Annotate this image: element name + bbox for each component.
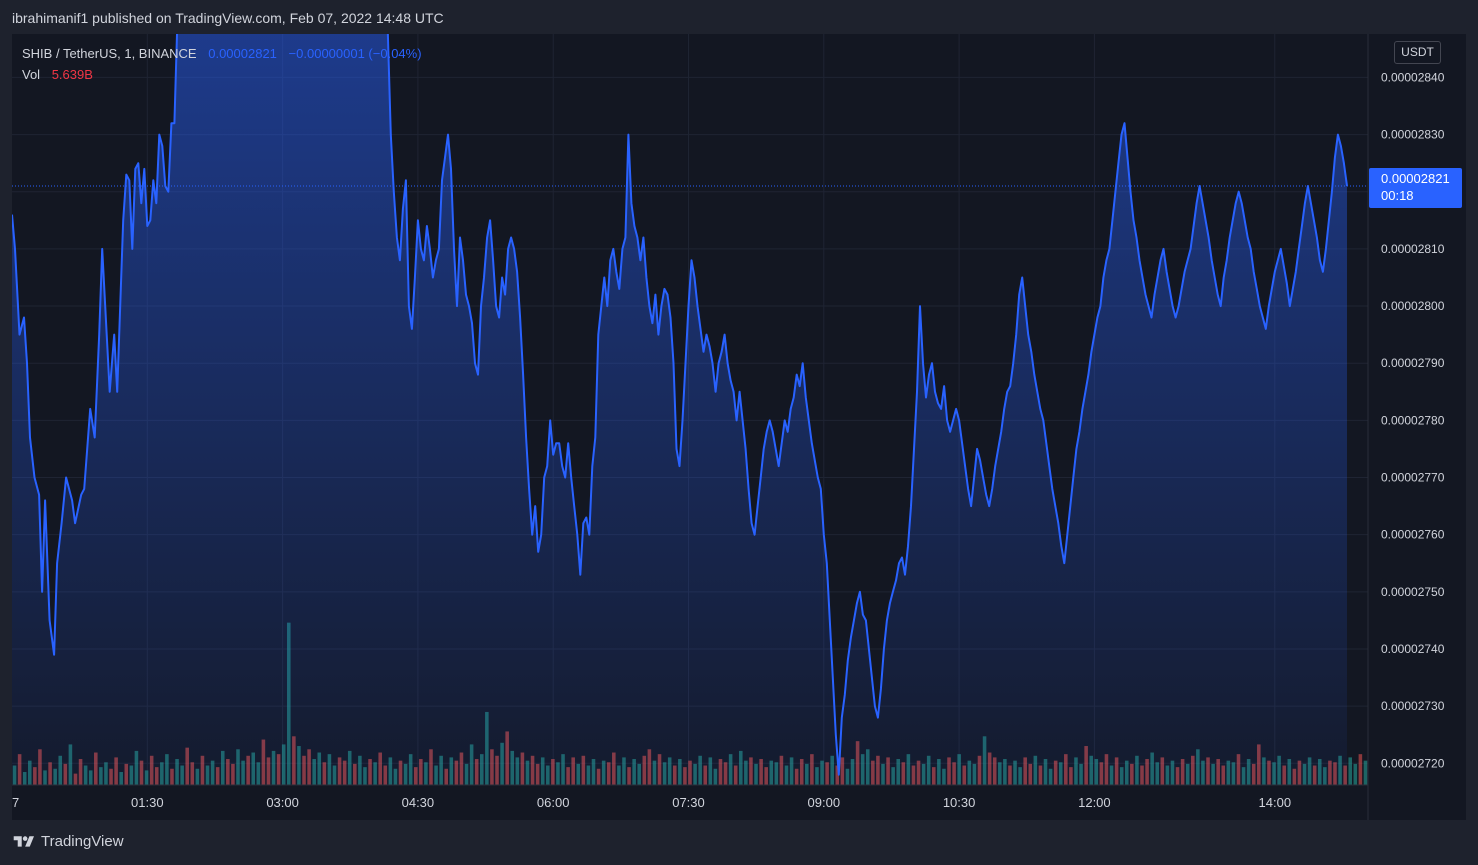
price-tick-label-7: 0.00002770 — [1381, 471, 1445, 485]
brand-name: TradingView — [41, 833, 124, 850]
price-tick-label-5: 0.00002790 — [1381, 356, 1445, 370]
price-area — [12, 34, 1347, 785]
tradingview-logo-icon — [13, 835, 34, 847]
time-axis[interactable]: 7 01:30 03:00 04:30 06:00 07:30 09:00 10:30 12:0… — [12, 795, 1291, 810]
price-line — [12, 34, 1348, 776]
time-tick-label-8: 12:00 — [1078, 795, 1111, 810]
price-tick-label-8: 0.00002760 — [1381, 528, 1445, 542]
last-price-value: 0.00002821 — [1381, 171, 1450, 186]
legend-price: 0.00002821 — [208, 46, 277, 61]
volume-bar — [1358, 754, 1363, 785]
price-tick-label-4: 0.00002800 — [1381, 299, 1445, 313]
legend-symbol-row: SHIB / TetherUS, 1, BINANCE 0.00002821 −… — [22, 46, 422, 61]
price-chart[interactable]: 0.000028400.000028300.000028200.00002810… — [12, 34, 1466, 820]
time-tick-label-5: 07:30 — [672, 795, 705, 810]
price-tick-label-1: 0.00002830 — [1381, 128, 1445, 142]
time-tick-label-4: 06:00 — [537, 795, 570, 810]
time-tick-label-6: 09:00 — [808, 795, 841, 810]
bar-countdown: 00:18 — [1381, 188, 1414, 203]
axis-gutter — [1368, 34, 1466, 820]
volume-bar — [1363, 760, 1368, 785]
publisher-line: ibrahimanif1 published on TradingView.co… — [12, 10, 444, 26]
tradingview-brand[interactable]: TradingView — [12, 833, 124, 850]
price-tick-label-3: 0.00002810 — [1381, 242, 1445, 256]
volume-value: 5.639B — [51, 67, 93, 82]
last-price-tag: 0.00002821 00:18 — [1369, 168, 1462, 208]
symbol-label[interactable]: SHIB / TetherUS, 1, BINANCE — [22, 46, 197, 61]
currency-button[interactable]: USDT — [1394, 41, 1441, 64]
volume-label[interactable]: Vol — [22, 67, 41, 82]
time-tick-label-0: 7 — [12, 795, 19, 810]
legend-volume-row: Vol 5.639B — [22, 67, 93, 82]
chart-frame[interactable]: 0.000028400.000028300.000028200.00002810… — [12, 34, 1466, 820]
time-tick-label-7: 10:30 — [943, 795, 976, 810]
price-tick-label-9: 0.00002750 — [1381, 585, 1445, 599]
time-tick-label-1: 01:30 — [131, 795, 164, 810]
time-tick-label-2: 03:00 — [266, 795, 299, 810]
time-tick-label-3: 04:30 — [402, 795, 435, 810]
volume-bar — [1353, 763, 1358, 785]
price-tick-label-12: 0.00002720 — [1381, 756, 1445, 770]
volume-bar — [1348, 757, 1353, 785]
price-tick-label-11: 0.00002730 — [1381, 699, 1445, 713]
price-tick-label-10: 0.00002740 — [1381, 642, 1445, 656]
price-tick-label-0: 0.00002840 — [1381, 70, 1445, 84]
price-axis[interactable]: 0.000028400.000028300.000028200.00002810… — [1381, 70, 1445, 770]
price-tick-label-6: 0.00002780 — [1381, 413, 1445, 427]
time-tick-label-9: 14:00 — [1259, 795, 1292, 810]
legend-change: −0.00000001 (−0.04%) — [288, 46, 422, 61]
